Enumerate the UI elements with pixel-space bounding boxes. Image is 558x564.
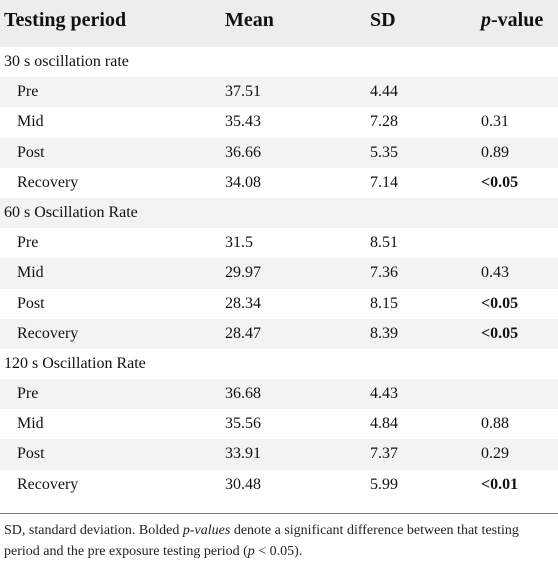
- period-label: Post: [17, 445, 45, 463]
- sd-cell: 7.37: [370, 445, 398, 463]
- table-row: Post 28.34 8.15 <0.05: [0, 289, 558, 319]
- header-p-value: p-value: [481, 8, 543, 32]
- period-label: Pre: [17, 385, 39, 403]
- period-label: Recovery: [17, 324, 79, 342]
- header-value-suffix: -value: [491, 9, 544, 31]
- sd-cell: 7.28: [370, 113, 398, 131]
- period-label: Pre: [17, 234, 39, 252]
- table-row: Pre 36.68 4.43: [0, 379, 558, 410]
- table-row: Post 33.91 7.37 0.29: [0, 439, 558, 470]
- p-value-cell: 0.88: [481, 415, 509, 433]
- table-section-row: 120 s Oscillation Rate: [0, 349, 558, 379]
- section-label: 60 s Oscillation Rate: [4, 203, 138, 221]
- mean-cell: 37.51: [225, 83, 261, 101]
- footnote-part2: denote a significant difference between …: [4, 523, 519, 559]
- p-value-cell: 0.43: [481, 264, 509, 282]
- mean-cell: 30.48: [225, 475, 261, 493]
- table-section-row: 60 s Oscillation Rate: [0, 197, 558, 229]
- table-row: Mid 29.97 7.36 0.43: [0, 258, 558, 289]
- table-footnote: SD, standard deviation. Bolded p-values …: [4, 520, 556, 562]
- period-label: Mid: [17, 113, 44, 131]
- header-p-italic: p: [481, 9, 491, 31]
- sd-cell: 4.43: [370, 385, 398, 403]
- p-value-cell: 0.31: [481, 113, 509, 131]
- p-value-cell: <0.05: [481, 294, 519, 312]
- period-label: Mid: [17, 415, 44, 433]
- p-value-cell: 0.29: [481, 445, 509, 463]
- period-label: Post: [17, 143, 45, 161]
- period-label: Recovery: [17, 173, 79, 191]
- mean-cell: 33.91: [225, 445, 261, 463]
- p-value-cell: <0.05: [481, 173, 519, 191]
- mean-cell: 31.5: [225, 234, 253, 252]
- table-row: Mid 35.43 7.28 0.31: [0, 107, 558, 137]
- table-row: Mid 35.56 4.84 0.88: [0, 409, 558, 439]
- period-label: Recovery: [17, 475, 79, 493]
- sd-cell: 7.36: [370, 264, 398, 282]
- header-sd: SD: [370, 9, 396, 31]
- table-section-row: 30 s oscillation rate: [0, 47, 558, 77]
- mean-cell: 28.47: [225, 324, 261, 342]
- table-body: 30 s oscillation rate Pre 37.51 4.44 Mid 35.4…: [0, 47, 558, 500]
- header-mean: Mean: [225, 9, 274, 31]
- table-row: Pre 37.51 4.44: [0, 77, 558, 108]
- p-value-cell: 0.89: [481, 143, 509, 161]
- mean-cell: 36.68: [225, 385, 261, 403]
- mean-cell: 35.56: [225, 415, 261, 433]
- period-label: Post: [17, 294, 45, 312]
- p-value-cell: <0.01: [481, 475, 519, 493]
- table-bottom-rule: [0, 513, 558, 514]
- table-row: Recovery 30.48 5.99 <0.01: [0, 470, 558, 500]
- mean-cell: 28.34: [225, 294, 261, 312]
- mean-cell: 29.97: [225, 264, 261, 282]
- footnote-part3: < 0.05).: [254, 544, 303, 559]
- footnote-part1: SD, standard deviation. Bolded: [4, 523, 183, 538]
- sd-cell: 5.35: [370, 143, 398, 161]
- period-label: Pre: [17, 83, 39, 101]
- sd-cell: 4.84: [370, 415, 398, 433]
- sd-cell: 7.14: [370, 173, 398, 191]
- table-row: Pre 31.5 8.51: [0, 228, 558, 258]
- sd-cell: 8.51: [370, 234, 398, 252]
- header-testing-period: Testing period: [4, 9, 127, 31]
- period-label: Mid: [17, 264, 44, 282]
- mean-cell: 35.43: [225, 113, 261, 131]
- sd-cell: 4.44: [370, 83, 398, 101]
- sd-cell: 8.15: [370, 294, 398, 312]
- table-row: Post 36.66 5.35 0.89: [0, 137, 558, 168]
- mean-cell: 36.66: [225, 143, 261, 161]
- table-row: Recovery 28.47 8.39 <0.05: [0, 318, 558, 349]
- table-row: Recovery 34.08 7.14 <0.05: [0, 168, 558, 198]
- section-label: 120 s Oscillation Rate: [4, 354, 146, 372]
- sd-cell: 8.39: [370, 324, 398, 342]
- sd-cell: 5.99: [370, 475, 398, 493]
- section-label: 30 s oscillation rate: [4, 53, 129, 70]
- footnote-italic1: p-values: [182, 523, 231, 538]
- p-value-cell: <0.05: [481, 324, 519, 342]
- footnote-italic2: p: [247, 544, 255, 559]
- mean-cell: 34.08: [225, 173, 261, 191]
- table-header: Testing period Mean SD p-value: [0, 0, 558, 47]
